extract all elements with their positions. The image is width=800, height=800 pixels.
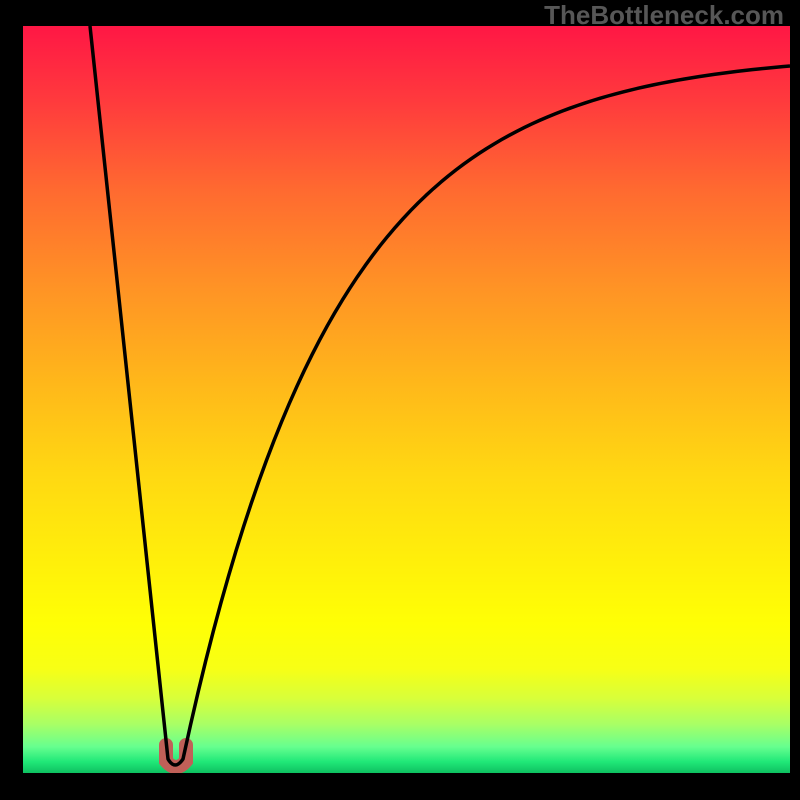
watermark-text: TheBottleneck.com (544, 0, 784, 31)
plot-area (23, 26, 790, 773)
curve-layer (23, 26, 790, 773)
bottleneck-curve (90, 26, 790, 765)
